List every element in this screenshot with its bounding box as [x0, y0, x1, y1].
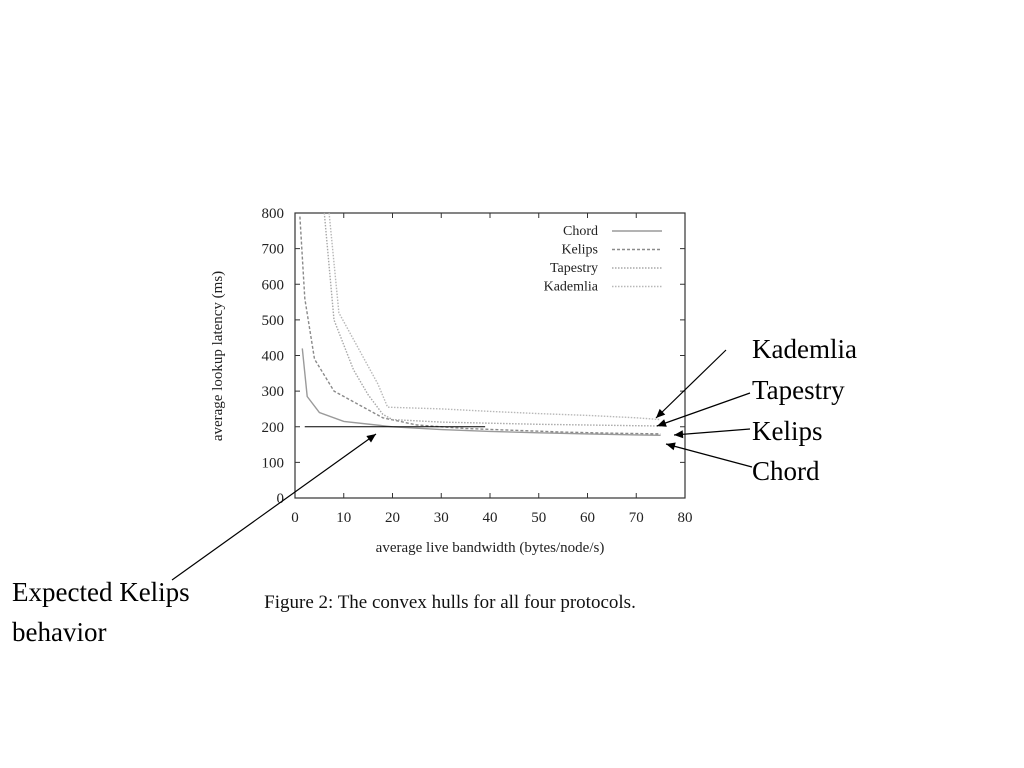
x-tick-label: 80 [678, 510, 693, 526]
y-tick-label: 600 [262, 277, 285, 293]
x-tick-label: 40 [483, 510, 498, 526]
arrow-kademlia [655, 349, 727, 419]
arrow-tapestry [656, 392, 751, 427]
series-line-tapestry [323, 212, 661, 427]
y-tick-label: 500 [262, 313, 285, 329]
y-tick-label: 200 [262, 420, 285, 436]
legend-label-kademlia: Kademlia [544, 280, 599, 295]
x-tick-label: 70 [629, 510, 644, 526]
series-line-kademlia [328, 212, 661, 421]
annotation-tapestry: Tapestry [752, 375, 845, 405]
x-tick-label: 10 [336, 510, 351, 526]
annotation-kademlia: Kademlia [752, 334, 857, 364]
legend-label-chord: Chord [563, 224, 598, 239]
arrow-kelips [673, 428, 751, 439]
legend-label-tapestry: Tapestry [550, 261, 598, 276]
y-tick-label: 100 [262, 455, 285, 471]
arrow-chord [665, 442, 753, 468]
figure-caption: Figure 2: The convex hulls for all four … [264, 592, 636, 613]
plot-frame [294, 212, 686, 499]
annotation-chord: Chord [752, 456, 820, 486]
y-tick-label: 800 [262, 206, 285, 222]
annotation-expected-kelips-behavior: Expected Kelips behavior [12, 577, 190, 647]
series-line-chord [301, 348, 661, 436]
x-tick-label: 30 [434, 510, 449, 526]
legend-label-kelips: Kelips [561, 243, 598, 258]
y-tick-label: 0 [277, 491, 285, 507]
y-axis-title: average lookup latency (ms) [210, 271, 226, 441]
arrow-expected-kelips [171, 433, 377, 581]
series-line-kelips [299, 216, 661, 435]
annotation-kelips: Kelips [752, 416, 823, 446]
y-tick-label: 400 [262, 349, 285, 365]
x-axis-title: average live bandwidth (bytes/node/s) [376, 540, 605, 556]
y-tick-label: 700 [262, 242, 285, 258]
x-tick-label: 50 [531, 510, 546, 526]
y-tick-label: 300 [262, 384, 285, 400]
x-tick-label: 0 [291, 510, 299, 526]
x-tick-label: 20 [385, 510, 400, 526]
x-tick-label: 60 [580, 510, 595, 526]
